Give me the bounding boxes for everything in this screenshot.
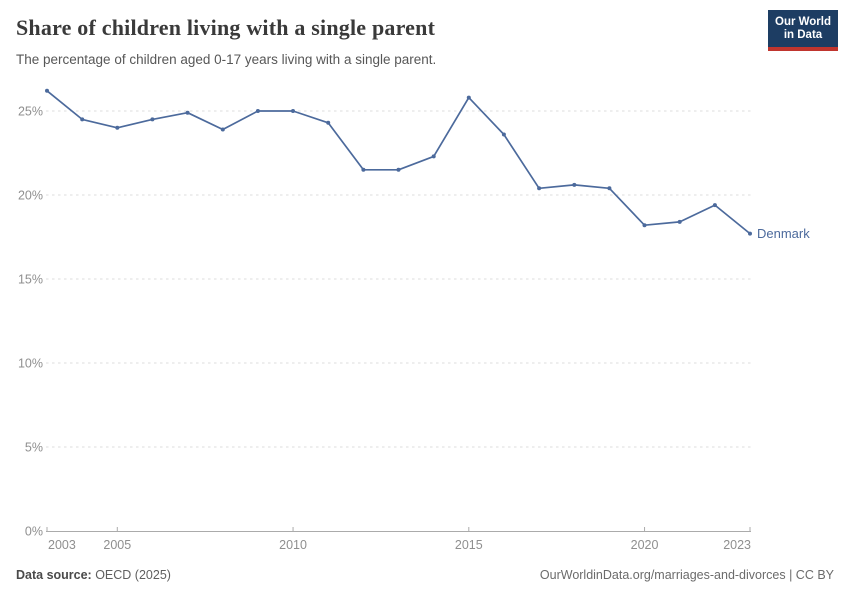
y-axis-tick-label: 10% [18,357,43,371]
data-point-marker[interactable] [642,223,647,228]
data-source-note: Data source: OECD (2025) [16,568,171,582]
data-point-marker[interactable] [466,95,471,100]
data-point-marker[interactable] [501,132,506,137]
x-axis-tick-label: 2015 [455,538,483,552]
data-point-marker[interactable] [361,167,366,172]
y-axis-tick-label: 20% [18,189,43,203]
data-point-marker[interactable] [150,117,155,122]
data-point-marker[interactable] [255,109,260,113]
data-point-marker[interactable] [80,117,85,122]
data-point-marker[interactable] [712,203,717,208]
chart-subtitle: The percentage of children aged 0-17 yea… [16,52,437,67]
x-axis-tick-label: 2023 [723,538,751,552]
data-point-marker[interactable] [326,120,331,125]
data-point-marker[interactable] [677,219,682,224]
data-point-marker[interactable] [396,167,401,172]
data-point-marker[interactable] [537,186,542,191]
data-source-value: OECD (2025) [91,568,171,582]
data-source-label: Data source: [16,568,92,582]
data-point-marker[interactable] [45,88,49,93]
y-axis-tick-label: 25% [18,105,43,119]
x-axis-tick-label: 2010 [279,538,307,552]
data-point-marker[interactable] [607,186,612,191]
x-axis-tick-label: 2020 [631,538,659,552]
y-axis-tick-label: 0% [25,525,43,539]
owid-logo-line1: Our World [775,16,832,28]
x-axis-tick-label: 2005 [103,538,131,552]
data-point-marker[interactable] [431,154,436,159]
owid-logo[interactable]: Our World in Data [768,10,838,51]
owid-logo-line2: in Data [783,29,823,41]
y-axis-tick-label: 15% [18,273,43,287]
x-axis-tick-label: 2003 [48,538,76,552]
data-point-marker[interactable] [115,125,120,130]
data-point-marker[interactable] [185,110,190,115]
data-point-marker[interactable] [748,231,752,236]
citation-link[interactable]: OurWorldinData.org/marriages-and-divorce… [539,568,834,582]
series-label-denmark[interactable]: Denmark [757,226,810,241]
data-point-marker[interactable] [572,182,577,187]
y-axis-tick-label: 5% [25,441,43,455]
series-path[interactable] [46,89,751,235]
series-line-denmark[interactable] [45,88,752,236]
data-point-marker[interactable] [291,109,295,113]
data-point-marker[interactable] [220,127,225,132]
page-title: Share of children living with a single p… [16,15,436,40]
